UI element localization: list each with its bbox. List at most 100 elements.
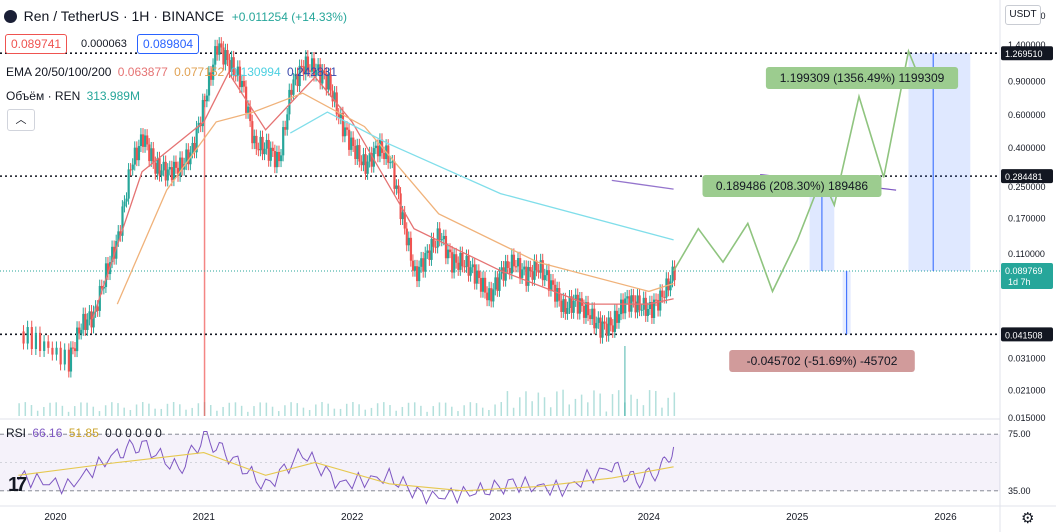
price-axis-label: 0.170000 [1008, 213, 1046, 223]
candle-body [290, 89, 293, 95]
candle-body [409, 237, 413, 261]
candle-body [368, 153, 371, 162]
gear-icon[interactable]: ⚙ [1021, 510, 1035, 527]
candle-body [469, 267, 472, 276]
candle-body [521, 269, 524, 278]
candle-body [127, 169, 130, 199]
candle-body [510, 254, 514, 274]
candle-body [193, 142, 196, 153]
candle-body [430, 238, 433, 260]
volume-bar [599, 393, 601, 416]
candle-body [389, 162, 392, 164]
volume-bar [185, 409, 187, 416]
volume-bar [537, 392, 540, 416]
candle-body [43, 341, 46, 351]
measure-label-down: -0.045702 (-51.69%) -45702 [729, 350, 915, 372]
candle-body [463, 266, 466, 268]
candle-body [22, 331, 25, 344]
candle-body [92, 311, 95, 328]
candle-body [82, 313, 85, 330]
price-axis-label: 0.015000 [1008, 413, 1046, 423]
candle-body [263, 148, 266, 155]
candle-body [605, 323, 608, 336]
collapse-legend-button[interactable]: ︿ [7, 109, 35, 131]
rsi-axis-label: 75.00 [1008, 429, 1031, 439]
candle-body [539, 260, 542, 273]
candle-body [100, 285, 103, 289]
candle-body [428, 250, 431, 260]
candle-body [401, 212, 404, 220]
candle-body [129, 169, 132, 171]
time-axis-label: 2021 [193, 512, 216, 523]
ema200-value: 0.242831 [286, 65, 338, 79]
candle-body [226, 50, 229, 61]
buy-price-button[interactable]: 0.089804 [137, 34, 200, 54]
candle-body [352, 137, 355, 147]
candle-body [512, 254, 516, 267]
volume-bar [73, 406, 76, 416]
volume-bar [148, 403, 150, 416]
volume-bar [481, 407, 484, 416]
volume-spike [624, 346, 626, 416]
candle-body [288, 89, 291, 115]
sell-price-button[interactable]: 0.089741 [5, 34, 68, 54]
candle-body [177, 167, 180, 176]
candle-body [152, 148, 155, 163]
ema-legend[interactable]: EMA 20/50/100/200 0.063877 0.077152 0.13… [6, 65, 337, 79]
candle-body [570, 296, 573, 313]
volume-bar [179, 404, 181, 416]
volume-bar [593, 390, 595, 416]
volume-bar [240, 405, 243, 416]
candle-body [222, 47, 225, 65]
candle-body [341, 113, 345, 137]
candle-body [370, 153, 373, 167]
candle-body [164, 161, 167, 181]
tradingview-logo[interactable]: 17 [8, 474, 27, 496]
volume-bar [401, 406, 404, 416]
candle-body [321, 70, 324, 84]
measure-label-mid-text: 0.189486 (208.30%) 189486 [716, 179, 868, 193]
candle-body [671, 266, 674, 282]
volume-bar [191, 407, 193, 416]
volume-legend[interactable]: Объём · REN 313.989M [6, 89, 140, 103]
volume-bar [389, 405, 391, 416]
candle-body [234, 75, 237, 77]
candle-body [197, 122, 200, 128]
volume-bar [247, 411, 249, 416]
candles [22, 37, 676, 378]
candle-body [455, 254, 458, 263]
volume-label: Объём · REN [6, 89, 81, 103]
candle-body [376, 145, 380, 157]
symbol-title-row: Ren / TetherUS · 1H · BINANCE +0.011254 … [4, 8, 347, 24]
candle-body [554, 284, 557, 302]
volume-bar [358, 404, 360, 416]
volume-bar [86, 402, 88, 416]
ema-line-ema20 [91, 71, 674, 320]
candle-body [261, 136, 264, 155]
candle-body [123, 201, 126, 207]
candle-body [195, 127, 198, 153]
currency-button[interactable]: USDT [1005, 5, 1041, 25]
volume-bar [333, 408, 336, 416]
candle-body [339, 113, 342, 119]
candle-body [644, 297, 647, 316]
price-axis-label: 0.400000 [1008, 143, 1046, 153]
volume-bar [80, 402, 82, 416]
candle-body [78, 327, 81, 334]
candle-body [572, 300, 575, 313]
candle-body [133, 147, 136, 165]
candle-body [533, 260, 536, 280]
candle-body [523, 266, 526, 270]
volume-bar [370, 407, 373, 416]
symbol-title[interactable]: Ren / TetherUS · 1H · BINANCE [23, 8, 225, 24]
candle-body [481, 277, 485, 292]
candle-body [459, 252, 462, 270]
candle-body [502, 267, 505, 281]
candle-body [558, 288, 561, 301]
rsi-legend[interactable]: RSI 66.16 51.85 0 0 0 0 0 0 [6, 426, 162, 440]
candle-body [556, 288, 559, 302]
candle-body [424, 252, 427, 272]
candle-body [568, 296, 571, 309]
candle-body [203, 99, 206, 102]
